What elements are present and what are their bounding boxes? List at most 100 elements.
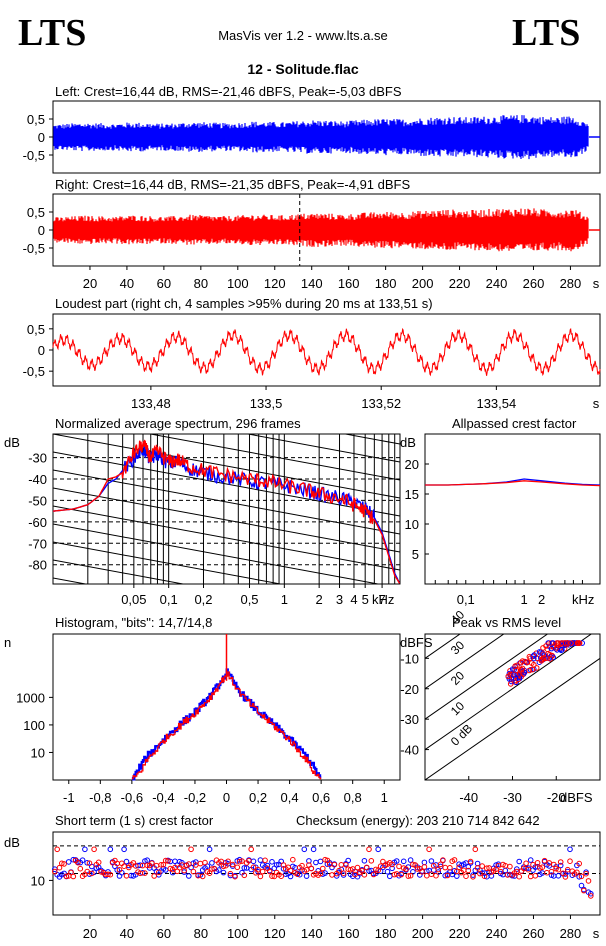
histogram-ylabel: n [4, 635, 11, 650]
short-term-point [250, 864, 257, 871]
peak-rms-point [511, 672, 517, 678]
spectrum-frame [52, 433, 401, 585]
short-term-point [209, 866, 215, 872]
peak-rms-ytick-label: -30 [400, 712, 419, 727]
short-term-point [287, 867, 294, 874]
right-channel-xtick-label: 160 [338, 276, 360, 291]
short-term-point [190, 868, 197, 875]
short-term-xunit: s [593, 926, 600, 941]
short-term-point [290, 856, 296, 863]
right-channel-xtick-label: 80 [194, 276, 208, 291]
short-term-point [437, 861, 444, 868]
short-term-point [273, 862, 280, 868]
short-term-point [343, 862, 349, 868]
short-term-point [179, 859, 185, 866]
short-term-point [537, 865, 543, 871]
short-term-point [95, 859, 102, 866]
short-term-point [257, 873, 264, 880]
peak-rms-ylabel: dBFS [400, 635, 433, 650]
short-term-point [310, 846, 317, 853]
short-term-point [257, 857, 264, 863]
peak-rms-diagonal [425, 634, 461, 659]
crest-ylabel: dB [400, 435, 416, 450]
short-term-point [428, 858, 435, 864]
short-term-point [398, 871, 405, 878]
short-term-xtick-label: 80 [194, 926, 208, 941]
short-term-point [588, 890, 594, 897]
right-channel-xtick-label: 140 [301, 276, 323, 291]
short-term-point [188, 846, 194, 853]
short-term-point [574, 869, 580, 876]
short-term-point [206, 870, 213, 877]
short-term-xtick-label: 20 [83, 926, 97, 941]
short-term-point [121, 846, 127, 853]
short-term-point [283, 871, 289, 878]
crest-ytick-label: 20 [405, 457, 419, 472]
spectrum-slope-line [53, 434, 400, 499]
short-term-point [287, 873, 294, 880]
short-term-point [241, 872, 248, 879]
spectrum-ytick-label: -60 [28, 515, 47, 530]
short-term-point [320, 865, 326, 872]
short-term-point [61, 861, 67, 867]
short-term-point [250, 858, 257, 865]
short-term-point [541, 857, 548, 864]
short-term-point [433, 872, 439, 879]
spectrum-xtick-label: 3 [336, 592, 343, 607]
short-term-point [86, 860, 93, 867]
histogram-series-left [131, 668, 322, 781]
short-term-point [527, 873, 534, 880]
spectrum-slope-line [53, 541, 284, 584]
short-term-point [218, 858, 224, 865]
peak-rms-point [574, 640, 581, 646]
spectrum-slope-line [53, 344, 400, 408]
histogram-xtick-label: -0,8 [89, 790, 111, 805]
short-term-point [428, 871, 435, 878]
short-term-point [507, 863, 513, 870]
short-term-point [523, 860, 529, 867]
peak-rms-diagonal [425, 634, 505, 690]
short-term-point [331, 861, 338, 868]
short-term-point [486, 865, 492, 871]
short-term-point [280, 866, 287, 872]
right-channel-xtick-label: 180 [375, 276, 397, 291]
peak-rms-point [505, 673, 512, 680]
short-term-point [301, 846, 308, 853]
short-term-point [407, 857, 414, 863]
short-term-point [516, 873, 523, 880]
plot-layer: 0,50-0,50,50-0,520 40 60 80 100 120 140 160 180 2… [16, 100, 601, 941]
short-term-point [151, 873, 157, 879]
short-term-point [481, 873, 488, 880]
right-channel-xtick-label: 40 [120, 276, 134, 291]
spectrum-ylabel: dB [4, 435, 20, 450]
short-term-point [160, 861, 167, 868]
spectrum-title: Normalized average spectrum, 296 frames [55, 416, 301, 431]
spectrum-slope-line [147, 434, 400, 481]
histogram-xtick-label: -1 [63, 790, 75, 805]
short-term-point [75, 859, 81, 866]
histogram-title: Histogram, "bits": 14,7/14,8 [55, 615, 212, 630]
peak-rms-point [546, 651, 553, 658]
short-term-point [407, 872, 414, 879]
short-term-point [488, 873, 495, 879]
peak-rms-diagonal [425, 634, 593, 751]
short-term-point [544, 869, 550, 876]
short-term-point [532, 873, 539, 879]
right-channel-xunit: s [593, 276, 600, 291]
short-term-point [578, 882, 585, 889]
loudest-xtick-label: 133,52 [361, 396, 401, 411]
spectrum-xtick-label: 7 [378, 592, 385, 607]
left-channel-waveform [53, 115, 589, 160]
short-term-point [239, 858, 245, 864]
file-title: 12 - Solitude.flac [247, 61, 358, 77]
short-term-point [209, 860, 215, 866]
spectrum-xtick-label: 5 [362, 592, 369, 607]
short-term-point [497, 868, 504, 875]
short-term-point [56, 864, 63, 871]
short-term-point [363, 864, 370, 871]
short-term-point [534, 860, 541, 866]
short-term-point [142, 870, 148, 876]
short-term-xtick-label: 180 [375, 926, 397, 941]
short-term-point [430, 863, 437, 869]
